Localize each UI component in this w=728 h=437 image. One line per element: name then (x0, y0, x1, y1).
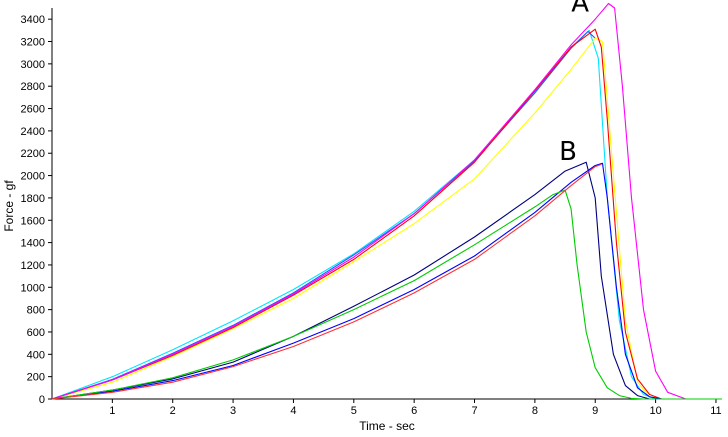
series-line-2 (51, 30, 596, 400)
x-tick-label: 7 (471, 405, 477, 417)
x-tick-label: 2 (170, 405, 176, 417)
x-tick-label: 9 (592, 405, 598, 417)
x-axis-title: Time - sec (359, 419, 415, 433)
y-tick-label: 800 (27, 305, 45, 317)
y-tick-label: 3000 (21, 59, 45, 71)
x-tick-label: 4 (290, 405, 296, 417)
y-tick-label: 3200 (21, 37, 45, 49)
y-tick-label: 1000 (21, 282, 45, 294)
y-tick-label: 3400 (21, 14, 45, 26)
series-line-3 (51, 37, 722, 400)
x-ticks: 1 2 3 4 5 6 7 8 9 10 11 (109, 399, 722, 417)
y-tick-label: 2200 (21, 148, 45, 160)
annotation-a: A (571, 0, 589, 18)
y-tick-label: 400 (27, 349, 45, 361)
series-line-5 (51, 2, 722, 400)
y-ticks: 0 200 400 600 800 1000 1200 1400 1600 1800 2000 220… (21, 14, 52, 406)
y-tick-label: 200 (27, 372, 45, 384)
y-tick-label: 2000 (21, 171, 45, 183)
series-layer (51, 2, 722, 400)
x-tick-label: 11 (710, 405, 721, 417)
x-tick-label: 6 (411, 405, 417, 417)
annotation-b: B (559, 137, 577, 167)
axes (51, 8, 722, 400)
y-tick-label: 1400 (21, 238, 45, 250)
y-tick-label: 0 (39, 394, 45, 406)
y-tick-label: 1200 (21, 260, 45, 272)
y-axis-title: Force - gf (2, 180, 16, 232)
series-line-4 (51, 28, 722, 400)
y-tick-label: 2600 (21, 104, 45, 116)
series-line-9 (51, 163, 602, 400)
series-line-8 (51, 189, 722, 400)
y-tick-label: 1600 (21, 215, 45, 227)
y-tick-label: 2800 (21, 81, 45, 93)
series-line-1 (51, 29, 722, 400)
x-tick-label: 5 (351, 405, 357, 417)
y-tick-label: 1800 (21, 193, 45, 205)
annotations: AB (559, 0, 589, 167)
x-tick-label: 8 (532, 405, 538, 417)
x-tick-label: 10 (649, 405, 661, 417)
series-line-6 (51, 161, 722, 400)
y-tick-label: 600 (27, 327, 45, 339)
y-tick-label: 2400 (21, 126, 45, 138)
x-tick-label: 1 (109, 405, 115, 417)
x-tick-label: 3 (230, 405, 236, 417)
series-line-7 (51, 162, 722, 400)
